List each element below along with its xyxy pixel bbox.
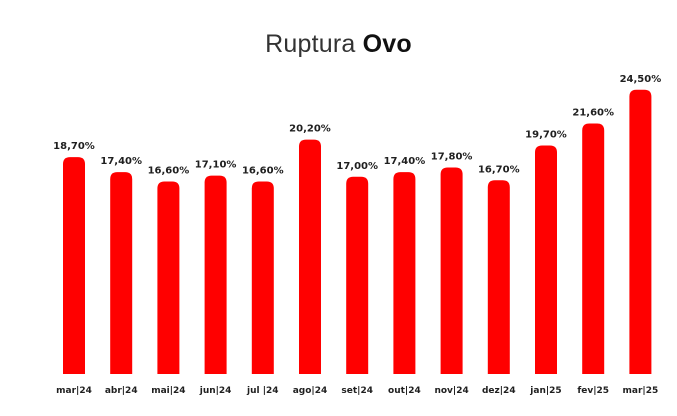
value-label-0: 18,70% (53, 141, 95, 152)
value-label-3: 17,10% (195, 160, 237, 171)
bar-7 (393, 172, 416, 374)
x-tick-label-6: set|24 (341, 386, 373, 396)
bar-1 (110, 172, 133, 374)
x-tick-label-10: jan|25 (529, 386, 561, 396)
x-tick-label-3: jun|24 (199, 386, 232, 396)
bar-0 (63, 157, 85, 374)
bar-3 (204, 175, 227, 374)
value-label-5: 20,20% (289, 124, 331, 135)
x-tick-label-12: mar|25 (623, 386, 659, 396)
x-tick-label-2: mai|24 (151, 386, 185, 396)
bar-10 (535, 145, 557, 374)
x-tick-label-8: nov|24 (434, 386, 468, 396)
x-tick-label-7: out|24 (388, 386, 421, 396)
x-tick-label-5: ago|24 (293, 386, 328, 396)
x-tick-label-9: dez|24 (482, 386, 516, 396)
value-label-10: 19,70% (525, 129, 567, 140)
x-tick-label-11: fev|25 (577, 386, 609, 396)
x-tick-label-1: abr|24 (105, 386, 138, 396)
chart-title: Ruptura Ovo (0, 30, 677, 59)
bar-12 (629, 89, 652, 375)
x-tick-label-0: mar|24 (56, 386, 92, 396)
bar-4 (251, 181, 274, 374)
value-label-1: 17,40% (100, 156, 142, 167)
value-label-11: 21,60% (572, 107, 614, 118)
x-tick-label-4: jul |24 (246, 386, 279, 396)
value-label-2: 16,60% (148, 165, 190, 176)
chart-title-light: Ruptura (265, 30, 356, 58)
bar-2 (157, 181, 180, 374)
value-label-6: 17,00% (336, 161, 378, 172)
bar-8 (440, 167, 463, 374)
bar-11 (582, 123, 605, 374)
value-label-4: 16,60% (242, 165, 284, 176)
value-label-9: 16,70% (478, 164, 520, 175)
bar-6 (346, 176, 369, 374)
value-label-12: 24,50% (620, 74, 662, 85)
chart-title-strong: Ovo (362, 30, 412, 58)
value-label-8: 17,80% (431, 152, 473, 163)
bar-9 (487, 180, 510, 374)
value-label-7: 17,40% (384, 156, 426, 167)
bar-5 (299, 139, 321, 374)
